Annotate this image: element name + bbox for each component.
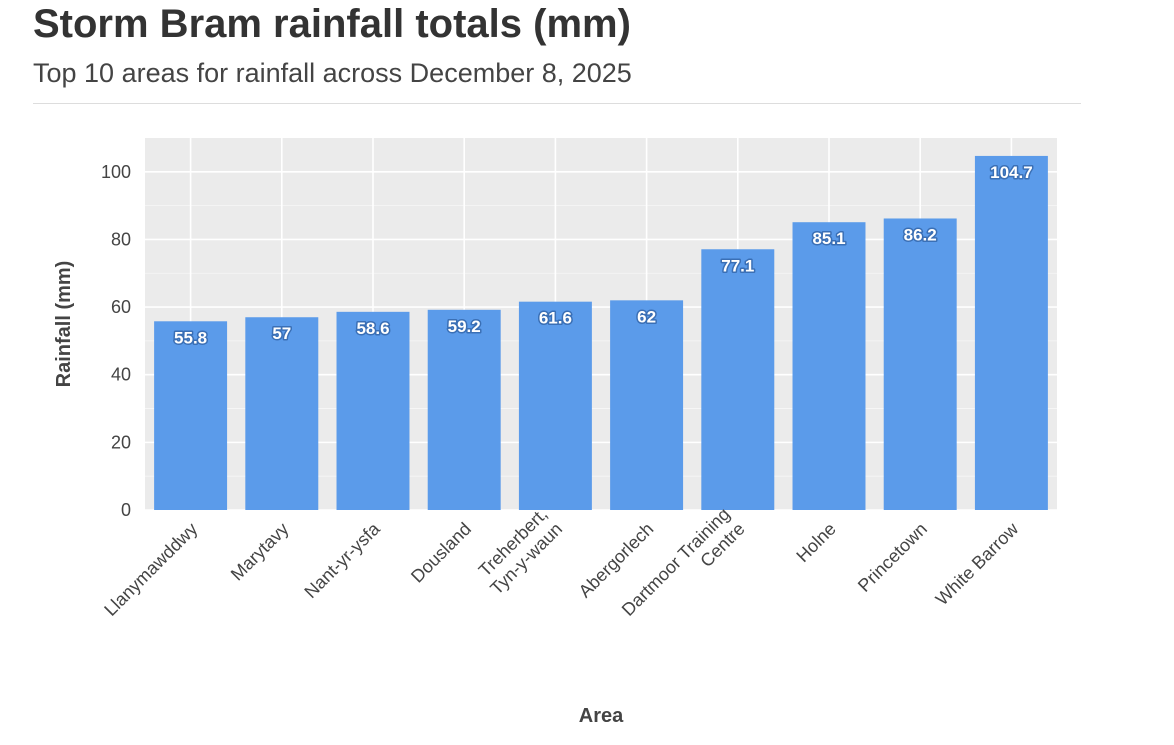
- bar: [792, 222, 866, 510]
- bar-value-label: 77.1: [721, 256, 754, 275]
- y-tick-label: 100: [101, 162, 131, 182]
- y-tick-label: 80: [111, 229, 131, 249]
- bar-value-label: 86.2: [904, 225, 937, 244]
- x-tick-label: White Barrow: [932, 518, 1023, 609]
- bar-value-label: 58.6: [356, 319, 389, 338]
- bar-value-label: 104.7: [990, 163, 1033, 182]
- bar: [336, 311, 410, 510]
- bar: [883, 218, 957, 510]
- x-tick-label: Treherbert,Tyn-y-waun: [471, 504, 566, 599]
- bar: [518, 301, 592, 510]
- chart-subtitle: Top 10 areas for rainfall across Decembe…: [33, 58, 632, 88]
- bar: [610, 300, 684, 510]
- y-tick-label: 40: [111, 365, 131, 385]
- y-axis-title: Rainfall (mm): [53, 261, 75, 388]
- bar: [154, 321, 228, 510]
- bar: [427, 309, 501, 510]
- y-tick-label: 20: [111, 432, 131, 452]
- data-labels: 55.8 57 58.6 59.2 61.6 62 77.1 85.1 86.2 104.7: [173, 161, 1035, 348]
- y-tick-label: 0: [121, 500, 131, 520]
- bar: [974, 155, 1048, 510]
- x-tick-label: Princetown: [854, 519, 931, 596]
- bar-value-label: 61.6: [539, 309, 572, 328]
- x-tick-label: Nant-yr-ysfa: [300, 518, 384, 602]
- x-tick-label: Dousland: [407, 519, 475, 587]
- bar-value-label: 62: [637, 307, 656, 326]
- y-axis-ticks: 0 20 40 60 80 100: [101, 162, 131, 520]
- bar-value-label: 59.2: [448, 317, 481, 336]
- chart-title: Storm Bram rainfall totals (mm): [33, 2, 631, 46]
- bar: [245, 317, 319, 510]
- y-tick-label: 60: [111, 297, 131, 317]
- x-tick-label: Holne: [792, 519, 839, 566]
- bar-series: [154, 155, 1048, 510]
- x-tick-label: Llanymawddwy: [100, 519, 201, 620]
- x-tick-label: Marytavy: [227, 519, 293, 585]
- bar-value-label: 85.1: [812, 229, 845, 248]
- bar: [701, 249, 775, 510]
- bar-value-label: 55.8: [174, 328, 207, 347]
- x-axis-title: Area: [579, 705, 624, 727]
- title-divider: [33, 103, 1081, 104]
- bar-value-label: 57: [272, 324, 291, 343]
- x-axis-ticks: Llanymawddwy Marytavy Nant-yr-ysfa Dousland…: [100, 504, 1023, 620]
